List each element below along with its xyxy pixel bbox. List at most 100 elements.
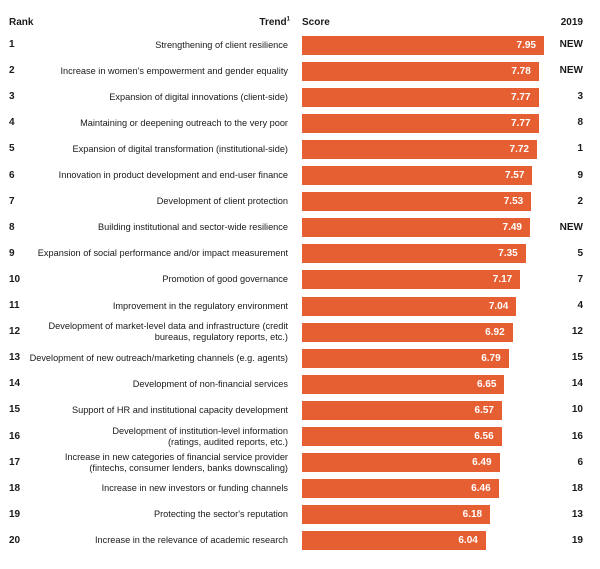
score-bar: 7.57: [302, 166, 533, 185]
score-bar: 6.57: [302, 400, 502, 420]
previous-rank-column-header: 2019: [560, 17, 583, 28]
rank-label: 1: [9, 39, 15, 50]
score-value-label: 6.04: [458, 535, 478, 547]
trend-label-line: Development of client protection: [156, 196, 288, 207]
trend-label: Increase in new categories of financial …: [0, 452, 288, 474]
rank-label: 19: [9, 508, 21, 520]
trend-label: Expansion of digital transformation (ins…: [0, 144, 288, 155]
score-bar: 7.77: [302, 87, 539, 107]
trend-label-line: Support of HR and institutional capacity…: [71, 404, 288, 415]
rank-label: 20: [9, 534, 21, 546]
score-bar: 7.35: [302, 244, 526, 264]
rank-label: 10: [9, 273, 21, 285]
trend-label-line: Strengthening of client resilience: [155, 39, 288, 50]
trend-label-line: bureaus, regulatory reports, etc.): [154, 332, 288, 343]
trend-label: Increase in the relevance of academic re…: [0, 535, 288, 546]
previous-rank-label: 14: [571, 378, 583, 390]
score-value-label: 7.57: [504, 170, 525, 181]
previous-rank-label: 15: [571, 352, 583, 364]
trend-label-line: Building institutional and sector-wide r…: [98, 222, 288, 233]
trend-label-line: (fintechs, consumer lenders, banks downs…: [89, 462, 288, 473]
score-bar: 6.56: [302, 427, 502, 446]
score-value-label: 7.77: [511, 91, 531, 103]
trend-label-line: Maintaining or deepening outreach to the…: [80, 117, 288, 128]
rank-label: 2: [9, 65, 15, 77]
trend-label-line: Promotion of good governance: [162, 274, 288, 285]
score-value-label: 7.17: [492, 274, 513, 286]
previous-rank-label: 5: [577, 247, 583, 259]
previous-rank-label: 19: [571, 534, 583, 546]
rank-label: 7: [9, 195, 15, 207]
rank-label: 4: [9, 117, 15, 129]
score-bar: 7.77: [302, 113, 539, 133]
score-value-label: 7.77: [511, 117, 531, 129]
score-value-label: 6.79: [481, 352, 501, 364]
trend-footnote-marker: 1: [286, 16, 290, 23]
score-bar: 7.95: [302, 35, 544, 55]
rank-label: 16: [9, 430, 21, 442]
trend-label: Protecting the sector's reputation: [0, 509, 288, 520]
rank-label: 9: [9, 247, 15, 259]
score-bar: 7.17: [302, 270, 521, 290]
score-value-label: 6.46: [471, 483, 491, 495]
score-bar: 7.78: [302, 61, 539, 81]
trend-label: Development of market-level data and inf…: [0, 321, 289, 343]
rank-label: 15: [9, 404, 21, 416]
previous-rank-label: 7: [577, 273, 583, 285]
rank-label: 17: [9, 456, 21, 468]
score-value-label: 6.65: [476, 378, 497, 390]
rank-label: 18: [9, 482, 21, 494]
trend-label-line: Increase in new investors or funding cha…: [101, 483, 288, 494]
score-value-label: 6.49: [472, 457, 492, 469]
previous-rank-label: 18: [571, 482, 583, 494]
previous-rank-label: 2: [577, 195, 583, 207]
trend-label-line: Increase in women's empowerment and gend…: [60, 65, 289, 76]
previous-rank-label: NEW: [559, 39, 583, 50]
previous-rank-label: 16: [571, 430, 583, 442]
trend-label: Innovation in product development and en…: [0, 170, 288, 181]
trend-label: Support of HR and institutional capacity…: [0, 405, 288, 416]
rank-label: 5: [9, 143, 15, 155]
trend-label: Promotion of good governance: [0, 274, 288, 285]
score-value-label: 6.18: [462, 509, 483, 521]
rank-label: 6: [9, 169, 15, 181]
trend-label-line: Improvement in the regulatory environmen…: [112, 300, 288, 311]
score-bar: 7.53: [302, 192, 532, 212]
score-bar: 6.65: [302, 374, 505, 394]
score-value-label: 6.57: [474, 404, 494, 416]
rank-label: 13: [9, 352, 21, 364]
rank-label: 11: [9, 300, 20, 311]
score-value-label: 6.92: [485, 326, 505, 338]
trend-label-line: Development of non-financial services: [132, 378, 288, 389]
rank-label: 3: [9, 91, 15, 103]
trend-label-line: Expansion of social performance and/or i…: [37, 248, 288, 259]
score-bar: 6.49: [302, 453, 500, 473]
rank-label: 8: [9, 221, 15, 233]
trend-label-line: Innovation in product development and en…: [58, 170, 288, 180]
score-bar: 6.18: [302, 505, 491, 525]
previous-rank-label: 8: [577, 117, 583, 129]
trend-label: Expansion of digital innovations (client…: [0, 92, 288, 103]
previous-rank-label: 3: [577, 91, 583, 103]
trend-label: Development of new outreach/marketing ch…: [0, 353, 288, 364]
previous-rank-label: NEW: [559, 221, 583, 233]
score-value-label: 7.35: [498, 248, 518, 260]
trend-label-line: (ratings, audited reports, etc.): [167, 436, 288, 447]
trend-label: Development of non-financial services: [0, 379, 288, 390]
previous-rank-label: 4: [577, 300, 583, 311]
score-value-label: 7.72: [509, 143, 529, 155]
trend-label-line: Expansion of digital transformation (ins…: [72, 143, 288, 154]
trend-header-label: Trend: [259, 17, 287, 28]
trend-label: Expansion of social performance and/or i…: [0, 248, 288, 259]
previous-rank-label: 10: [571, 404, 583, 416]
rank-label: 14: [9, 378, 21, 390]
previous-rank-label: 13: [571, 508, 583, 520]
rank-label: 12: [9, 326, 21, 338]
score-bar: 6.79: [302, 348, 509, 368]
score-bar: 7.72: [302, 139, 537, 159]
previous-rank-label: 1: [577, 143, 583, 155]
score-bar: 7.49: [302, 218, 530, 238]
trend-label: Increase in women's empowerment and gend…: [0, 65, 289, 77]
trend-label: Maintaining or deepening outreach to the…: [0, 118, 288, 129]
